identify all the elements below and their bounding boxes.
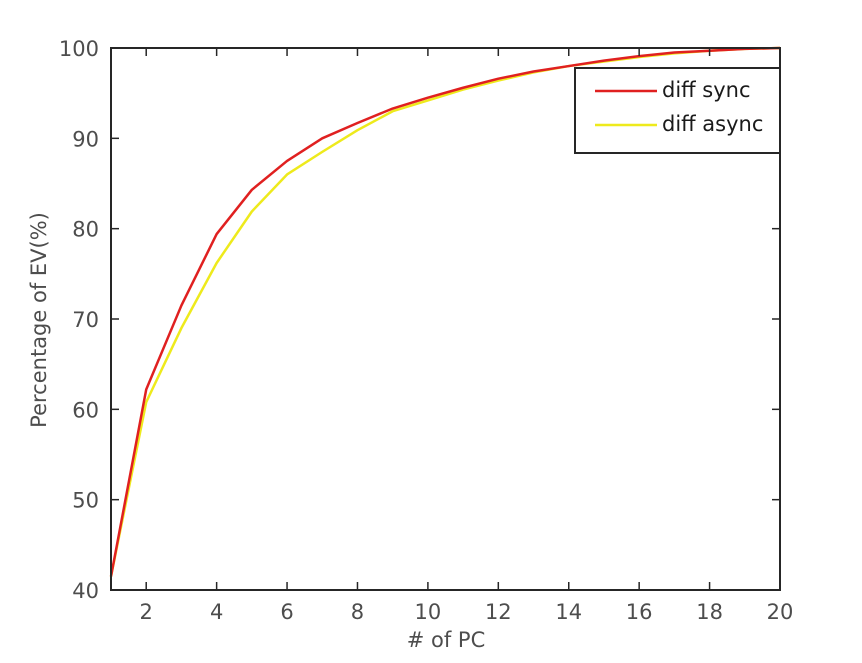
plot-content bbox=[109, 46, 781, 577]
y-axis-label: Percentage of EV(%) bbox=[27, 212, 51, 428]
y-tick-label: 50 bbox=[72, 489, 99, 513]
y-tick-label: 90 bbox=[72, 127, 99, 151]
y-tick-label: 60 bbox=[72, 398, 99, 422]
x-tick-label: 16 bbox=[626, 600, 653, 624]
series-line-diff-sync bbox=[109, 46, 781, 577]
legend-box bbox=[574, 67, 781, 154]
y-axis-ticks: 40 50 60 70 80 90 100 bbox=[59, 37, 780, 603]
y-tick-label: 70 bbox=[72, 308, 99, 332]
x-tick-label: 8 bbox=[351, 600, 364, 624]
y-tick-label: 100 bbox=[59, 37, 99, 61]
plot-frame bbox=[110, 47, 781, 591]
legend-label-diff-sync: diff sync bbox=[662, 78, 751, 102]
legend: diff sync diff async bbox=[574, 67, 781, 154]
y-tick-label: 40 bbox=[72, 579, 99, 603]
x-tick-label: 18 bbox=[696, 600, 723, 624]
legend-label-diff-async: diff async bbox=[662, 112, 763, 136]
x-tick-label: 12 bbox=[485, 600, 512, 624]
x-tick-label: 20 bbox=[767, 600, 794, 624]
x-tick-label: 14 bbox=[555, 600, 582, 624]
x-tick-label: 2 bbox=[140, 600, 153, 624]
x-tick-label: 6 bbox=[280, 600, 293, 624]
x-axis-label: # of PC bbox=[407, 628, 486, 652]
x-axis-ticks: 2 4 6 8 10 12 14 16 18 20 bbox=[140, 48, 794, 624]
y-tick-label: 80 bbox=[72, 218, 99, 242]
x-tick-label: 10 bbox=[415, 600, 442, 624]
x-tick-label: 4 bbox=[210, 600, 223, 624]
